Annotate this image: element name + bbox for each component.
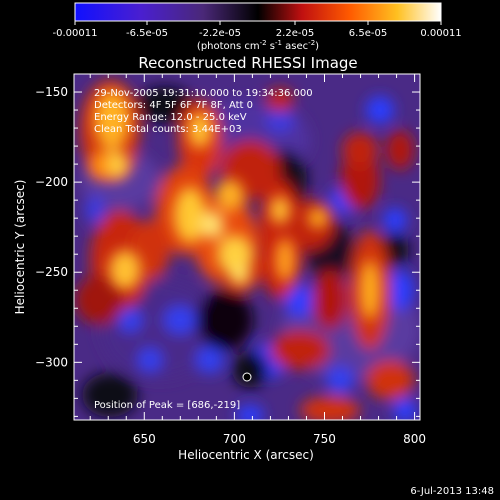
colorbar-tick-labels: -0.00011 -6.5e-05 -2.2e-05 2.2e-05 6.5e-…: [53, 28, 462, 39]
colorbar-ticks: [74, 21, 442, 25]
heatmap-blob: [82, 373, 138, 417]
heatmap-blob: [286, 200, 334, 250]
heatmap-blob: [90, 151, 110, 179]
annotation-time-range: 29-Nov-2005 19:31:10.000 to 19:34:36.000: [94, 88, 313, 99]
heatmap-blob: [312, 270, 348, 330]
heatmap-blob: [266, 88, 294, 112]
annotation-energy-range: Energy Range: 12.0 - 25.0 keV: [94, 112, 247, 123]
heatmap-blob: [164, 306, 196, 334]
colorbar-tick-label: -6.5e-05: [126, 28, 168, 39]
heatmap-blob: [85, 196, 105, 224]
heatmap-blob: [366, 360, 414, 400]
heatmap-blob: [381, 234, 409, 266]
y-tick-label: −300: [35, 355, 68, 369]
colorbar-tick-label: 2.2e-05: [276, 28, 314, 39]
heatmap-blob: [393, 398, 417, 420]
heatmap-blob: [300, 396, 360, 420]
heatmap-blob: [386, 130, 414, 170]
axis-ticks: [74, 73, 420, 420]
heatmap-blob: [94, 90, 130, 150]
heatmap-blob: [174, 187, 206, 243]
colorbar-tick-label: -2.2e-05: [199, 28, 241, 39]
footer-timestamp: 6-Jul-2013 13:48: [410, 486, 494, 497]
y-axis-label: Heliocentric Y (arcsec): [13, 180, 27, 315]
x-tick-label: 650: [133, 432, 156, 446]
x-tick-labels: 650 700 750 800: [133, 432, 426, 446]
heatmap-blob: [138, 348, 162, 372]
heatmap-blob: [266, 108, 294, 132]
annotation-clean-counts: Clean Total counts: 3.44E+03: [94, 124, 242, 135]
heatmap-blob: [196, 346, 224, 374]
annotation-block: 29-Nov-2005 19:31:10.000 to 19:34:36.000…: [94, 88, 313, 135]
heatmap-blob: [137, 87, 193, 123]
heatmap-blob: [216, 179, 244, 211]
heatmap-blob: [217, 235, 253, 275]
heatmap-blob: [366, 96, 394, 124]
heatmap-blob: [232, 352, 268, 388]
annotation-detectors: Detectors: 4F 5F 6F 7F 8F, Att 0: [94, 100, 253, 111]
heatmap-blob: [197, 290, 253, 350]
heatmap: [74, 74, 420, 420]
heatmap-blob: [270, 330, 330, 370]
heatmap-blob: [284, 284, 316, 316]
colorbar: [74, 2, 442, 22]
chart-title: Reconstructed RHESSI Image: [138, 54, 357, 72]
x-tick-label: 700: [223, 432, 246, 446]
heatmap-blob: [386, 270, 414, 310]
heatmap-blob: [308, 208, 328, 228]
colorbar-tick-label: 6.5e-05: [349, 28, 387, 39]
heatmap-blob: [230, 265, 250, 285]
heatmap-blob: [326, 366, 354, 394]
heatmap-blob: [360, 260, 380, 320]
y-tick-label: −150: [35, 85, 68, 99]
x-tick-label: 800: [403, 432, 426, 446]
x-axis-label: Heliocentric X (arcsec): [178, 448, 314, 462]
y-tick-label: −200: [35, 175, 68, 189]
colorbar-unit: (photons cm-2 s-1 asec-2): [197, 39, 319, 52]
heatmap-blob: [188, 112, 212, 148]
heatmap-blob: [275, 238, 295, 282]
heatmap-blob: [340, 150, 380, 210]
heatmap-blob: [118, 308, 142, 332]
x-tick-label: 750: [313, 432, 336, 446]
heatmap-blob: [270, 196, 290, 224]
y-tick-labels: −150 −200 −250 −300: [35, 85, 68, 369]
heatmap-blob: [200, 211, 224, 239]
marker-dot: [242, 372, 252, 382]
heatmap-blob: [383, 208, 407, 232]
colorbar-tick-label: 0.00011: [420, 28, 461, 39]
peak-position-label: Position of Peak = [686,-219]: [94, 400, 240, 411]
heatmap-blob: [342, 132, 378, 168]
plot-frame: [73, 73, 421, 421]
y-tick-label: −250: [35, 265, 68, 279]
heatmap-blob: [75, 275, 125, 325]
heatmap-blob: [236, 405, 264, 420]
heatmap-blob: [109, 250, 141, 290]
colorbar-tick-label: -0.00011: [53, 28, 98, 39]
